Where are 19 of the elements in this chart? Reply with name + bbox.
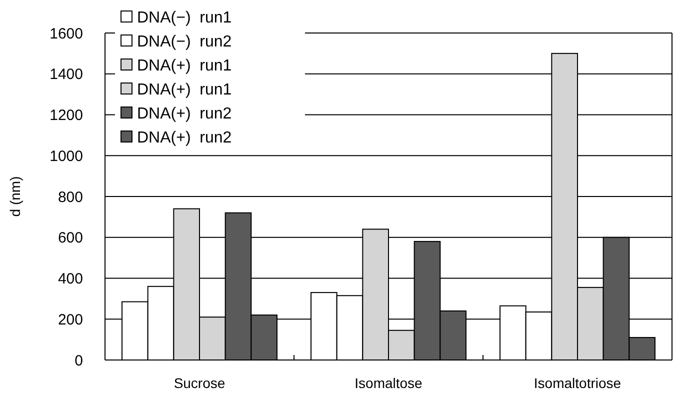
y-axis-title: d (nm) <box>7 176 23 217</box>
y-tick-label: 1400 <box>50 66 83 84</box>
y-tick-label: 200 <box>58 311 83 328</box>
y-tick-label: 1600 <box>50 25 83 42</box>
x-tick-label: Isomaltose <box>354 375 423 391</box>
legend-label: DNA(+) run1 <box>137 58 232 75</box>
legend-label: DNA(−) run1 <box>137 10 232 27</box>
y-tick-label: 600 <box>58 230 83 247</box>
y-tick-label: 0 <box>74 352 83 370</box>
y-tick-label: 1000 <box>50 148 83 165</box>
legend-label: DNA(+) run2 <box>137 106 232 123</box>
legend-label: DNA(−) run2 <box>137 34 232 51</box>
legend-label: DNA(+) run2 <box>137 130 232 147</box>
x-tick-label: Isomaltotriose <box>534 375 622 391</box>
y-tick-label: 1200 <box>50 107 83 124</box>
legend-label: DNA(+) run1 <box>137 82 232 99</box>
y-tick-label: 400 <box>58 270 83 288</box>
y-tick-label: 800 <box>58 188 83 206</box>
x-tick-label: Sucrose <box>174 375 226 391</box>
